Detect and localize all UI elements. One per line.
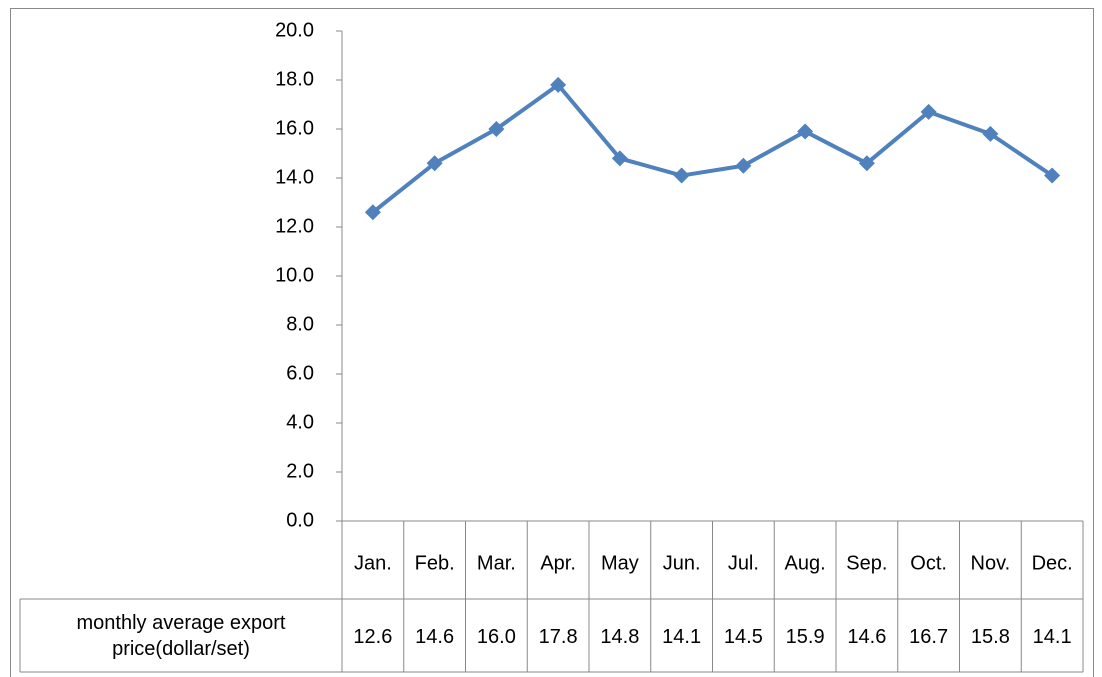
marker [797,123,814,140]
y-tick-label: 6.0 [286,362,314,384]
marker [920,103,937,120]
value-label: 15.8 [971,626,1010,648]
value-label: 12.6 [353,626,392,648]
value-label: 16.7 [909,626,948,648]
y-tick-label: 20.0 [275,19,314,41]
y-tick-label: 4.0 [286,411,314,433]
x-tick-label: Aug. [785,552,826,574]
value-label: 16.0 [477,626,516,648]
y-tick-label: 2.0 [286,460,314,482]
x-tick-label: Jan. [354,552,392,574]
x-tick-label: Jun. [663,552,701,574]
marker [673,167,690,184]
value-label: 17.8 [539,626,578,648]
value-label: 14.8 [600,626,639,648]
marker [550,76,567,93]
marker [364,204,381,221]
series-line [371,82,1054,214]
y-tick-label: 0.0 [286,509,314,531]
value-label: 14.6 [847,626,886,648]
x-tick-label: Mar. [477,552,516,574]
x-tick-label: Feb. [415,552,455,574]
y-tick-label: 18.0 [275,68,314,90]
x-tick-label: Nov. [971,552,1011,574]
value-label: 14.1 [662,626,701,648]
x-tick-label: Jul. [728,552,759,574]
marker [488,121,505,137]
marker [1044,167,1061,184]
y-tick-label: 10.0 [275,264,314,286]
x-tick-label: Sep. [846,552,887,574]
legend-cell: monthly average export price(dollar/set) [76,611,286,660]
legend-label: monthly average export price(dollar/set) [76,611,286,660]
marker [611,150,628,167]
marker [858,155,875,172]
x-tick-label: Oct. [910,552,947,574]
x-tick-label: Apr. [540,552,576,574]
value-label: 14.1 [1033,626,1072,648]
value-label: 14.5 [724,626,763,648]
chart-border [10,8,1094,677]
x-tick-label: Dec. [1032,552,1073,574]
marker [426,155,443,172]
marker [735,157,752,174]
y-tick-label: 14.0 [275,166,314,188]
y-tick-label: 16.0 [275,117,314,139]
marker [982,125,999,142]
x-tick-label: May [601,552,639,574]
value-label: 14.6 [415,626,454,648]
y-tick-label: 8.0 [286,313,314,335]
y-tick-label: 12.0 [275,215,314,237]
value-label: 15.9 [786,626,825,648]
